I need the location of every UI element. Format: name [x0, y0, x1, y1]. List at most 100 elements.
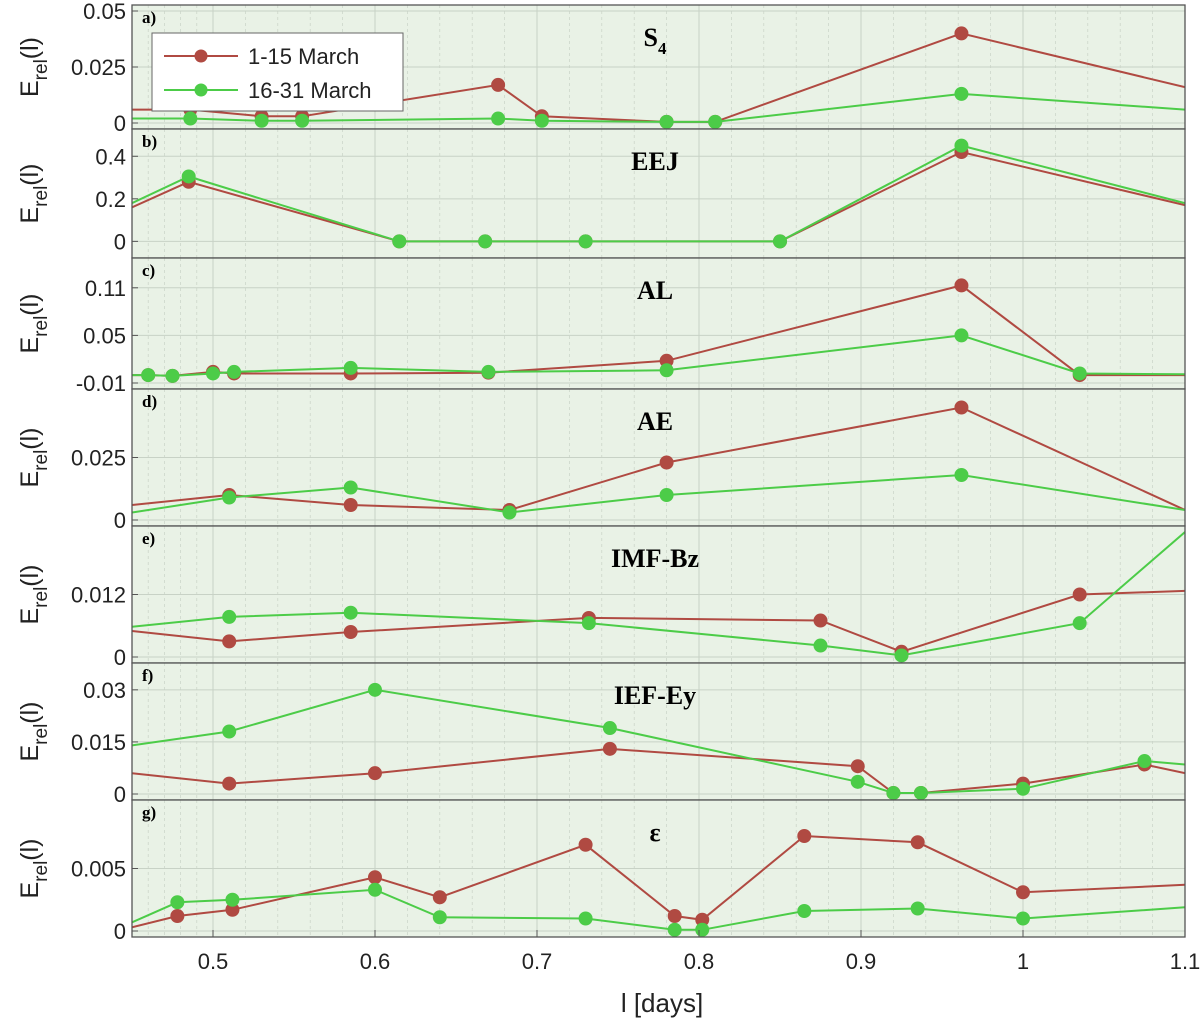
y-axis-label: Erel(l) [16, 564, 52, 624]
panel-letter: d) [142, 392, 157, 411]
data-point-2 [343, 360, 358, 375]
y-tick-label: 0 [114, 229, 126, 254]
y-tick-label: 0 [114, 111, 126, 136]
data-point-2 [295, 113, 310, 128]
series-line-1 [132, 834, 1185, 929]
data-point-2 [1016, 911, 1030, 926]
data-point-2 [1016, 781, 1030, 796]
panel-data [132, 278, 1185, 383]
data-point-1 [954, 26, 969, 41]
data-point-1 [813, 613, 828, 628]
series-line-2 [132, 888, 1185, 931]
data-point-2 [894, 648, 909, 663]
panel-letter: c) [142, 261, 155, 280]
panel-data [132, 26, 1185, 129]
data-point-2 [478, 234, 493, 249]
x-tick-label: 0.9 [846, 949, 877, 974]
y-tick-label: 0 [114, 645, 126, 670]
x-tick-label: 1 [1017, 949, 1029, 974]
legend-box [151, 32, 404, 112]
data-point-2 [183, 111, 198, 126]
y-tick-label: 0 [114, 782, 126, 807]
x-axis-ticks: 0.5 0.6 0.7 0.8 0.9 1 1.1 [198, 930, 1200, 974]
data-point-1 [491, 77, 506, 92]
data-point-2 [141, 368, 156, 383]
data-point-1 [1072, 587, 1087, 602]
data-point-2 [432, 910, 447, 925]
x-tick-label: 0.7 [522, 949, 553, 974]
panel-title: ε [649, 818, 660, 847]
x-tick-label: 0.6 [360, 949, 391, 974]
y-axis-label: Erel(l) [16, 163, 52, 223]
y-tick-label: 0.005 [71, 857, 126, 882]
data-point-2 [1072, 366, 1087, 381]
y-tick-label: -0.01 [76, 371, 126, 396]
series-line-2 [132, 531, 1185, 657]
data-point-2 [343, 605, 358, 620]
data-point-1 [578, 837, 593, 852]
data-point-2 [368, 682, 382, 697]
data-point-2 [222, 609, 237, 624]
data-point-2 [667, 922, 682, 937]
data-point-1 [954, 278, 969, 293]
data-point-1 [910, 835, 925, 850]
y-tick-label: 0 [114, 508, 126, 533]
data-point-2 [850, 774, 865, 789]
data-point-2 [222, 724, 237, 739]
x-axis-label: l [days] [621, 988, 703, 1018]
data-point-1 [343, 498, 358, 512]
x-tick-label: 0.5 [198, 949, 229, 974]
data-point-2 [659, 363, 674, 378]
legend-marker-1 [194, 49, 208, 63]
data-point-2 [1137, 754, 1152, 769]
y-axis-label: Erel(l) [16, 701, 52, 761]
panel-background [132, 258, 1185, 389]
panel-data [132, 531, 1185, 663]
y-tick-label: 0.025 [71, 55, 126, 80]
data-point-2 [954, 138, 969, 153]
data-point-2 [227, 364, 242, 379]
x-tick-label: 1.1 [1170, 949, 1200, 974]
y-tick-label: 0 [114, 919, 126, 944]
y-tick-label: 0.012 [71, 583, 126, 608]
data-point-1 [954, 400, 969, 415]
y-tick-label: 0.11 [85, 276, 126, 301]
data-point-2 [695, 922, 710, 937]
data-point-1 [797, 829, 812, 843]
panel-letter: e) [142, 529, 155, 548]
data-point-2 [954, 328, 969, 343]
data-point-1 [368, 870, 382, 885]
y-tick-label: 0.015 [71, 730, 126, 755]
data-point-2 [254, 113, 269, 128]
data-point-2 [578, 911, 593, 926]
y-axis-label: Erel(l) [16, 293, 52, 353]
data-point-1 [602, 741, 617, 756]
data-point-1 [222, 776, 237, 791]
data-point-2 [368, 882, 382, 897]
data-point-2 [343, 480, 358, 495]
panel-letter: b) [142, 132, 157, 151]
y-tick-label: 0.05 [83, 323, 126, 348]
y-tick-label: 0.03 [83, 678, 126, 703]
series-line-2 [132, 92, 1185, 123]
series-line-1 [132, 589, 1185, 653]
panel-title: AL [637, 276, 673, 305]
data-point-2 [502, 505, 517, 520]
data-point-2 [206, 366, 220, 381]
panel-title: IEF-Ey [614, 681, 696, 710]
y-tick-label: 0.4 [95, 144, 126, 169]
x-tick-label: 0.8 [684, 949, 715, 974]
data-point-1 [368, 766, 382, 781]
data-point-1 [1016, 885, 1030, 900]
data-point-2 [910, 901, 925, 916]
panel-f: 0 0.015 0.03 f) IEF-Ey Erel(l) [16, 662, 1186, 807]
panel-letter: a) [142, 8, 156, 27]
data-point-1 [659, 455, 674, 470]
y-axis-label: Erel(l) [16, 37, 52, 97]
panel-g: 0 0.005 g) ε Erel(l) [16, 799, 1186, 944]
panel-letter: f) [142, 666, 153, 685]
data-point-2 [578, 234, 593, 249]
data-point-2 [534, 113, 549, 128]
data-point-2 [165, 368, 180, 383]
data-point-2 [708, 114, 723, 129]
